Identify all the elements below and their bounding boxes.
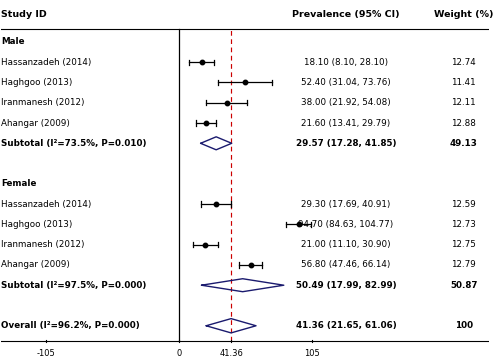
- Text: 29.57 (17.28, 41.85): 29.57 (17.28, 41.85): [296, 139, 396, 148]
- Text: 100: 100: [454, 321, 472, 330]
- Text: 94.70 (84.63, 104.77): 94.70 (84.63, 104.77): [298, 220, 394, 229]
- Text: Weight (%): Weight (%): [434, 10, 494, 19]
- Text: 21.60 (13.41, 29.79): 21.60 (13.41, 29.79): [302, 118, 390, 127]
- Text: 41.36: 41.36: [219, 349, 243, 358]
- Text: -105: -105: [36, 349, 55, 358]
- Text: 18.10 (8.10, 28.10): 18.10 (8.10, 28.10): [304, 58, 388, 67]
- Text: 12.11: 12.11: [452, 98, 476, 107]
- Text: Iranmanesh (2012): Iranmanesh (2012): [2, 98, 85, 107]
- Text: Haghgoo (2013): Haghgoo (2013): [2, 78, 73, 87]
- Text: 29.30 (17.69, 40.91): 29.30 (17.69, 40.91): [301, 200, 390, 209]
- Text: Haghgoo (2013): Haghgoo (2013): [2, 220, 73, 229]
- Text: 12.59: 12.59: [452, 200, 476, 209]
- Text: Ahangar (2009): Ahangar (2009): [2, 260, 70, 269]
- Text: Female: Female: [2, 179, 37, 188]
- Text: 52.40 (31.04, 73.76): 52.40 (31.04, 73.76): [301, 78, 391, 87]
- Text: Ahangar (2009): Ahangar (2009): [2, 118, 70, 127]
- Text: 21.00 (11.10, 30.90): 21.00 (11.10, 30.90): [301, 240, 390, 249]
- Text: 11.41: 11.41: [452, 78, 476, 87]
- Text: Subtotal (I²=97.5%, P=0.000): Subtotal (I²=97.5%, P=0.000): [2, 281, 147, 290]
- Text: 41.36 (21.65, 61.06): 41.36 (21.65, 61.06): [296, 321, 396, 330]
- Text: 12.79: 12.79: [452, 260, 476, 269]
- Text: 105: 105: [304, 349, 320, 358]
- Text: Hassanzadeh (2014): Hassanzadeh (2014): [2, 58, 92, 67]
- Text: Overall (I²=96.2%, P=0.000): Overall (I²=96.2%, P=0.000): [2, 321, 140, 330]
- Text: 38.00 (21.92, 54.08): 38.00 (21.92, 54.08): [301, 98, 391, 107]
- Text: 56.80 (47.46, 66.14): 56.80 (47.46, 66.14): [301, 260, 390, 269]
- Text: 0: 0: [176, 349, 182, 358]
- Text: 12.74: 12.74: [452, 58, 476, 67]
- Text: 49.13: 49.13: [450, 139, 477, 148]
- Text: Hassanzadeh (2014): Hassanzadeh (2014): [2, 200, 92, 209]
- Text: 12.75: 12.75: [451, 240, 476, 249]
- Text: 50.87: 50.87: [450, 281, 477, 290]
- Text: 12.88: 12.88: [451, 118, 476, 127]
- Text: Study ID: Study ID: [2, 10, 47, 19]
- Text: Prevalence (95% CI): Prevalence (95% CI): [292, 10, 400, 19]
- Text: 12.73: 12.73: [451, 220, 476, 229]
- Text: Male: Male: [2, 38, 25, 47]
- Text: Iranmanesh (2012): Iranmanesh (2012): [2, 240, 85, 249]
- Text: Subtotal (I²=73.5%, P=0.010): Subtotal (I²=73.5%, P=0.010): [2, 139, 147, 148]
- Text: 50.49 (17.99, 82.99): 50.49 (17.99, 82.99): [296, 281, 396, 290]
